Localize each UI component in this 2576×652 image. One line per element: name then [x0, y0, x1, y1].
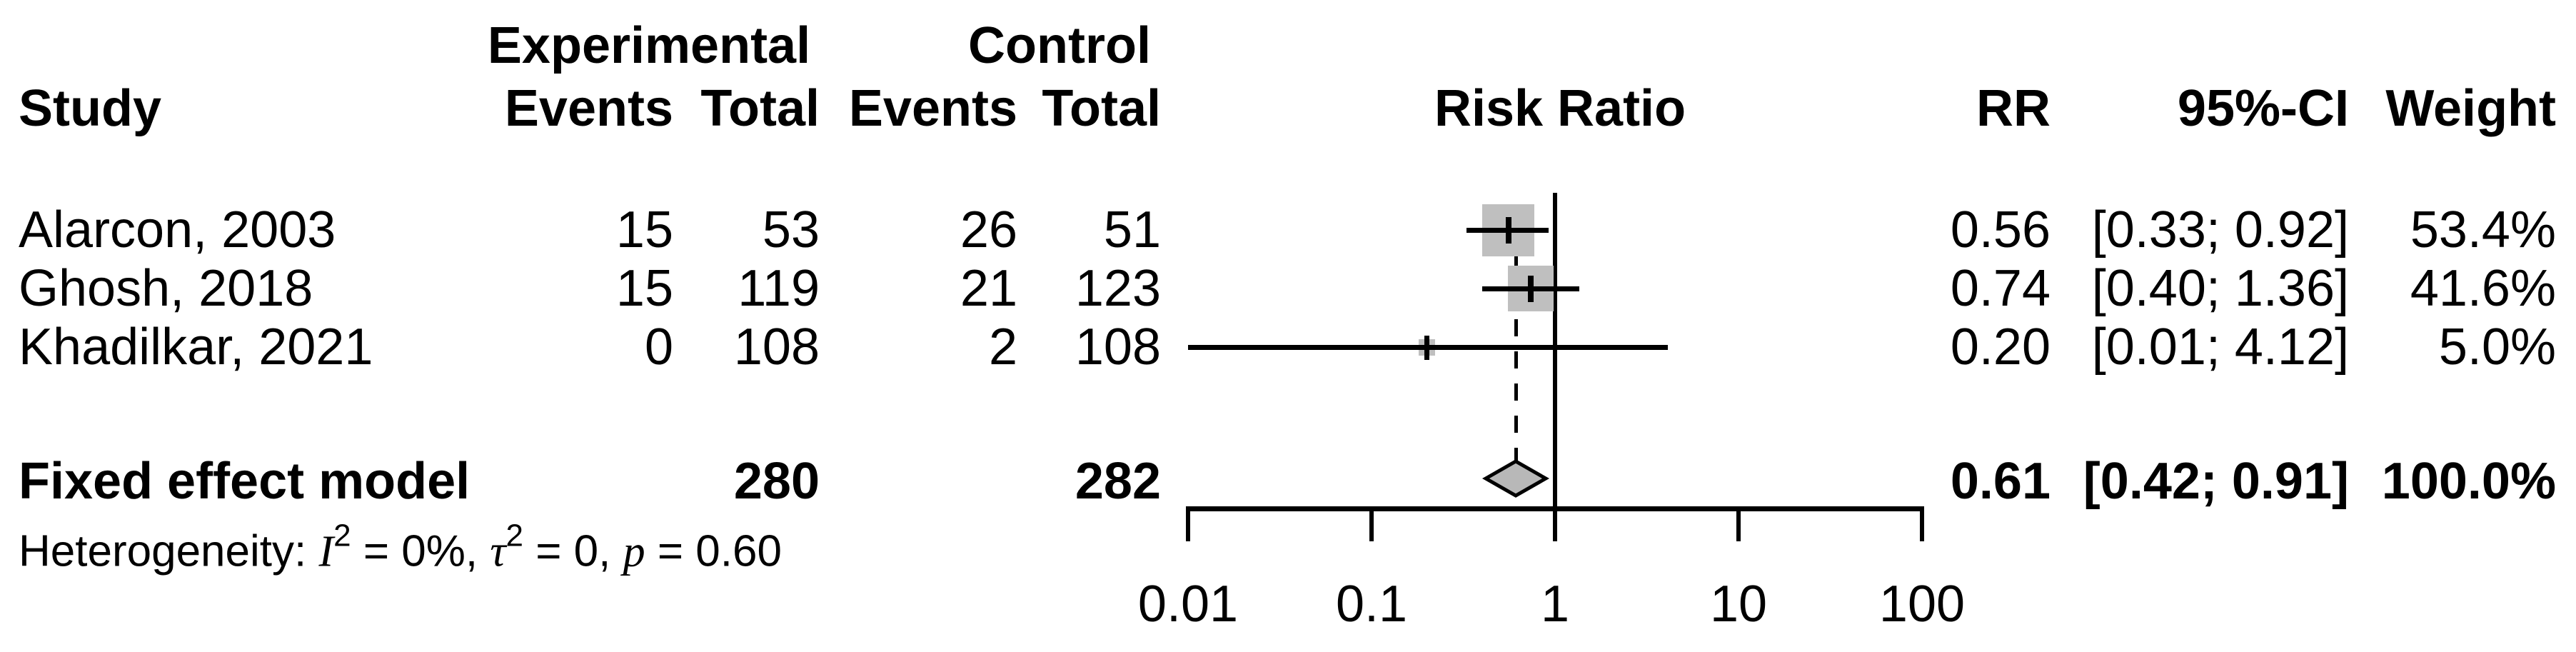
ci-value: [0.33; 0.92]: [2091, 201, 2349, 259]
point-estimate-tick: [1424, 336, 1429, 360]
summary-rr-value: 0.61: [1950, 453, 2051, 510]
exp-total-column-header: Total: [700, 80, 820, 137]
control-group-header: Control: [968, 17, 1151, 74]
i-squared-symbol: I: [318, 527, 334, 576]
tau-squared-value: = 0,: [523, 526, 623, 576]
axis-tick: [1553, 508, 1557, 541]
axis-tick: [1920, 508, 1924, 541]
summary-exp-total: 280: [733, 453, 820, 510]
summary-diamond: [1481, 459, 1550, 498]
ctrl-events-column-header: Events: [848, 80, 1017, 137]
reference-line: [1553, 193, 1557, 511]
weight-value: 53.4%: [2410, 201, 2556, 259]
axis-tick-label: 10: [1709, 576, 1768, 633]
weight-value: 41.6%: [2410, 260, 2556, 317]
experimental-group-header: Experimental: [487, 17, 811, 74]
weight-value: 5.0%: [2438, 319, 2556, 376]
axis-tick-label: 0.1: [1335, 576, 1408, 633]
rr-value: 0.20: [1950, 319, 2051, 376]
tau-squared-symbol: τ: [490, 527, 506, 576]
axis-tick-label: 1: [1540, 576, 1570, 633]
exp-events-value: 15: [615, 201, 673, 259]
rr-value: 0.56: [1950, 201, 2051, 259]
ctrl-total-value: 51: [1103, 201, 1161, 259]
tau-squared-sup: 2: [505, 518, 524, 553]
rr-value: 0.74: [1950, 260, 2051, 317]
point-estimate-tick: [1506, 217, 1511, 244]
p-value: = 0.60: [645, 526, 782, 576]
ctrl-total-value: 108: [1075, 319, 1161, 376]
axis-tick: [1369, 508, 1374, 541]
ci-column-header: 95%-CI: [2177, 80, 2349, 137]
ci-value: [0.40; 1.36]: [2091, 260, 2349, 317]
point-estimate-tick: [1528, 276, 1534, 302]
axis-tick: [1186, 508, 1190, 541]
weight-column-header: Weight: [2385, 80, 2556, 137]
study-name: Alarcon, 2003: [19, 201, 336, 259]
risk-ratio-column-header: Risk Ratio: [1434, 80, 1686, 137]
summary-ctrl-total: 282: [1075, 453, 1161, 510]
exp-events-column-header: Events: [504, 80, 673, 137]
study-name: Khadilkar, 2021: [19, 319, 373, 376]
summary-model-label: Fixed effect model: [19, 453, 471, 510]
ctrl-total-value: 123: [1075, 260, 1161, 317]
ctrl-events-value: 2: [988, 319, 1017, 376]
summary-weight-value: 100.0%: [2381, 453, 2556, 510]
summary-ci-value: [0.42; 0.91]: [2083, 453, 2349, 510]
exp-total-value: 53: [762, 201, 820, 259]
heterogeneity-prefix: Heterogeneity:: [19, 526, 319, 576]
axis-tick-label: 100: [1878, 576, 1966, 633]
ctrl-events-value: 21: [960, 260, 1017, 317]
ctrl-total-column-header: Total: [1042, 80, 1161, 137]
exp-total-value: 119: [738, 260, 820, 317]
i-squared-value: = 0%,: [351, 526, 490, 576]
i-squared-sup: 2: [333, 518, 351, 553]
exp-events-value: 0: [644, 319, 673, 376]
heterogeneity-note: Heterogeneity: I2 = 0%, τ2 = 0, p = 0.60: [19, 518, 782, 576]
exp-events-value: 15: [615, 260, 673, 317]
axis-tick-label: 0.01: [1137, 576, 1239, 633]
study-name: Ghosh, 2018: [19, 260, 313, 317]
exp-total-value: 108: [733, 319, 820, 376]
summary-dashed-line: [1514, 223, 1518, 463]
study-column-header: Study: [19, 80, 162, 137]
ctrl-events-value: 26: [960, 201, 1017, 259]
axis-tick: [1736, 508, 1741, 541]
rr-column-header: RR: [1976, 80, 2051, 137]
ci-value: [0.01; 4.12]: [2091, 319, 2349, 376]
p-symbol: p: [623, 527, 645, 576]
